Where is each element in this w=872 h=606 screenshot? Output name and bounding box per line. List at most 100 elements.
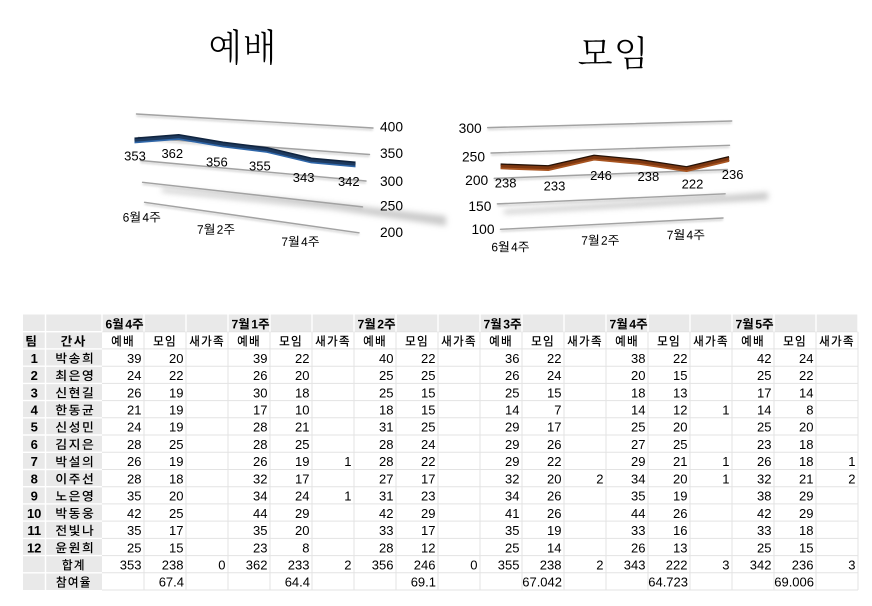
svg-text:15: 15 xyxy=(799,540,813,555)
svg-text:22: 22 xyxy=(421,454,435,469)
svg-text:14: 14 xyxy=(799,385,813,400)
svg-text:34: 34 xyxy=(505,489,519,504)
svg-text:42: 42 xyxy=(757,351,771,366)
svg-text:150: 150 xyxy=(468,199,491,214)
svg-text:238: 238 xyxy=(162,558,184,573)
svg-text:355: 355 xyxy=(498,558,520,573)
svg-text:342: 342 xyxy=(750,558,772,573)
svg-text:21: 21 xyxy=(673,454,687,469)
svg-text:26: 26 xyxy=(505,368,519,383)
svg-text:35: 35 xyxy=(631,489,645,504)
svg-text:22: 22 xyxy=(547,454,561,469)
svg-text:19: 19 xyxy=(547,523,561,538)
svg-text:8: 8 xyxy=(302,540,309,555)
svg-text:25: 25 xyxy=(505,540,519,555)
svg-text:222: 222 xyxy=(682,176,704,191)
svg-text:14: 14 xyxy=(757,403,771,418)
svg-text:25: 25 xyxy=(421,368,435,383)
svg-text:24: 24 xyxy=(799,351,813,366)
svg-text:39: 39 xyxy=(127,351,141,366)
svg-text:26: 26 xyxy=(547,489,561,504)
svg-text:0: 0 xyxy=(218,558,225,573)
svg-text:25: 25 xyxy=(169,506,183,521)
svg-text:233: 233 xyxy=(544,178,566,193)
svg-text:42: 42 xyxy=(757,506,771,521)
svg-text:18: 18 xyxy=(631,385,645,400)
svg-text:18: 18 xyxy=(799,523,813,538)
svg-text:7: 7 xyxy=(31,454,38,469)
svg-text:24: 24 xyxy=(127,368,141,383)
svg-text:9: 9 xyxy=(31,489,38,504)
svg-text:10: 10 xyxy=(27,506,41,521)
svg-text:250: 250 xyxy=(462,149,485,164)
svg-text:18: 18 xyxy=(295,385,309,400)
svg-text:17: 17 xyxy=(169,523,183,538)
svg-text:20: 20 xyxy=(295,368,309,383)
svg-text:12: 12 xyxy=(27,540,41,555)
svg-text:40: 40 xyxy=(379,351,393,366)
svg-text:14: 14 xyxy=(505,403,519,418)
svg-text:69.1: 69.1 xyxy=(411,575,436,590)
svg-text:29: 29 xyxy=(799,506,813,521)
svg-text:12: 12 xyxy=(421,540,435,555)
svg-text:19: 19 xyxy=(169,454,183,469)
svg-text:19: 19 xyxy=(169,403,183,418)
svg-text:38: 38 xyxy=(631,351,645,366)
svg-text:20: 20 xyxy=(169,351,183,366)
svg-text:6: 6 xyxy=(31,437,38,452)
svg-text:236: 236 xyxy=(792,558,814,573)
svg-text:353: 353 xyxy=(120,558,142,573)
svg-text:353: 353 xyxy=(124,149,146,164)
svg-text:64.4: 64.4 xyxy=(285,575,310,590)
svg-text:18: 18 xyxy=(799,437,813,452)
svg-text:67.4: 67.4 xyxy=(159,575,184,590)
svg-text:26: 26 xyxy=(673,506,687,521)
svg-text:3: 3 xyxy=(848,558,855,573)
svg-text:25: 25 xyxy=(379,368,393,383)
svg-text:15: 15 xyxy=(421,385,435,400)
svg-text:19: 19 xyxy=(169,420,183,435)
svg-text:21: 21 xyxy=(295,420,309,435)
svg-text:17: 17 xyxy=(421,523,435,538)
svg-text:25: 25 xyxy=(169,437,183,452)
svg-text:1: 1 xyxy=(722,403,729,418)
svg-text:31: 31 xyxy=(379,420,393,435)
svg-text:26: 26 xyxy=(127,385,141,400)
svg-text:15: 15 xyxy=(673,368,687,383)
svg-text:17: 17 xyxy=(295,471,309,486)
svg-text:28: 28 xyxy=(127,437,141,452)
svg-text:21: 21 xyxy=(127,403,141,418)
svg-text:1: 1 xyxy=(722,454,729,469)
svg-text:35: 35 xyxy=(505,523,519,538)
svg-text:35: 35 xyxy=(127,523,141,538)
svg-text:17: 17 xyxy=(253,403,267,418)
svg-text:29: 29 xyxy=(505,420,519,435)
svg-text:32: 32 xyxy=(757,471,771,486)
svg-text:100: 100 xyxy=(471,222,494,237)
svg-text:2: 2 xyxy=(848,471,855,486)
svg-text:356: 356 xyxy=(372,558,394,573)
svg-text:14: 14 xyxy=(547,540,561,555)
svg-text:362: 362 xyxy=(246,558,268,573)
svg-text:238: 238 xyxy=(495,175,517,190)
svg-text:19: 19 xyxy=(673,489,687,504)
svg-text:20: 20 xyxy=(295,523,309,538)
svg-text:39: 39 xyxy=(253,351,267,366)
svg-text:22: 22 xyxy=(673,351,687,366)
svg-text:26: 26 xyxy=(127,454,141,469)
svg-text:1: 1 xyxy=(722,471,729,486)
svg-text:29: 29 xyxy=(421,506,435,521)
svg-text:16: 16 xyxy=(673,523,687,538)
svg-text:13: 13 xyxy=(673,540,687,555)
svg-text:246: 246 xyxy=(590,168,612,183)
svg-text:25: 25 xyxy=(757,368,771,383)
svg-text:25: 25 xyxy=(505,385,519,400)
svg-text:33: 33 xyxy=(757,523,771,538)
svg-text:27: 27 xyxy=(631,437,645,452)
svg-text:238: 238 xyxy=(638,169,660,184)
svg-text:10: 10 xyxy=(295,403,309,418)
svg-text:222: 222 xyxy=(666,558,688,573)
svg-text:41: 41 xyxy=(505,506,519,521)
svg-text:28: 28 xyxy=(253,437,267,452)
svg-text:343: 343 xyxy=(293,170,315,185)
